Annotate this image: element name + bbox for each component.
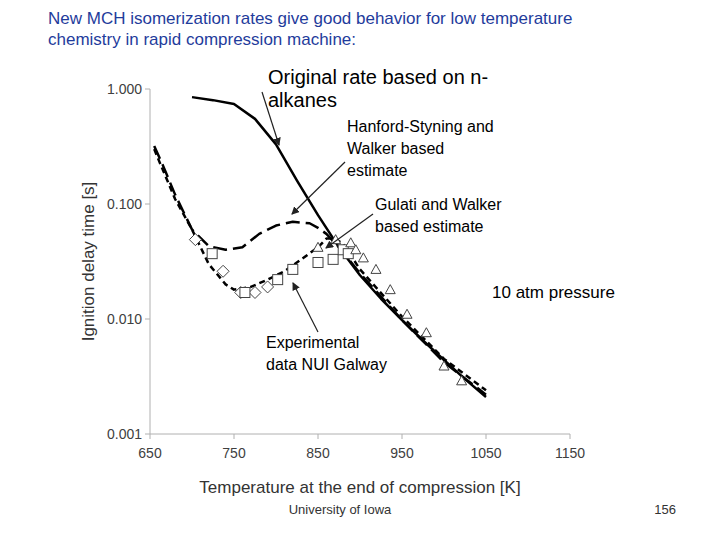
x-axis-title: Temperature at the end of compression [K… (199, 478, 520, 497)
y-tick-label: 0.100 (107, 196, 142, 212)
slide-title: New MCH isomerization rates give good be… (48, 9, 572, 49)
y-tick (145, 204, 150, 205)
x-tick (402, 434, 403, 439)
annotation-line: data NUI Galway (266, 356, 387, 373)
slide-title-line: chemistry in rapid compression machine: (48, 30, 356, 49)
series-line (154, 149, 486, 390)
series-line (154, 146, 486, 395)
page-number: 156 (654, 502, 676, 517)
x-tick-label: 1050 (470, 445, 501, 461)
data-point (385, 285, 395, 294)
y-axis-title: Ignition delay time [s] (79, 182, 98, 342)
footer: University of Iowa (289, 502, 392, 517)
data-point (240, 287, 250, 297)
callout-arrow (326, 214, 373, 248)
y-tick-label: 0.001 (107, 426, 142, 442)
x-tick-label: 750 (222, 445, 246, 461)
annotation-line: Experimental (266, 334, 359, 351)
x-tick (486, 434, 487, 439)
callout-arrow (293, 283, 318, 332)
x-tick-label: 950 (390, 445, 414, 461)
series-callout-line: Original rate based on n- (268, 66, 488, 88)
x-tick-label: 650 (138, 445, 162, 461)
x-tick (150, 434, 151, 439)
series-callout-line: based estimate (375, 218, 484, 235)
data-point (249, 286, 261, 298)
x-tick (318, 434, 319, 439)
x-axis-line (150, 434, 570, 435)
data-point (421, 328, 431, 337)
series-callout-line: Gulati and Walker (375, 196, 502, 213)
annotation-line: 10 atm pressure (492, 283, 615, 302)
data-point (371, 264, 381, 273)
series-callout-line: estimate (347, 162, 408, 179)
slide: New MCH isomerization rates give good be… (0, 0, 720, 540)
data-point (358, 253, 368, 262)
data-point (351, 245, 361, 254)
data-point (207, 249, 217, 259)
data-point (288, 264, 298, 274)
series-callout: Hanford-Styning and Walker based estimate (347, 118, 494, 179)
y-tick-label: 1.000 (107, 81, 142, 97)
data-point (402, 309, 412, 318)
series-callout: Original rate based on n-alkanes (268, 66, 488, 111)
callout-arrow (292, 162, 345, 214)
y-tick (145, 319, 150, 320)
data-point (346, 238, 356, 247)
series-callout: Gulati and Walker based estimate (375, 196, 502, 235)
annotation: Experimental data NUI Galway (266, 334, 387, 373)
slide-title-line: New MCH isomerization rates give good be… (48, 9, 572, 28)
annotations: Original rate based on n-alkanes Hanford-… (262, 66, 615, 373)
data-point (273, 275, 283, 285)
y-tick-label: 0.010 (107, 311, 142, 327)
x-tick (234, 434, 235, 439)
x-tick-label: 850 (306, 445, 330, 461)
axes: 650 750 850 950 1050 1150 0.001 0.010 0.100 1.000 (107, 81, 585, 461)
plot-area (154, 97, 486, 397)
series-callout-line: Hanford-Styning and (347, 118, 494, 135)
data-point (189, 234, 201, 246)
data-point (457, 376, 467, 385)
data-point (217, 265, 229, 277)
series-callout-line: alkanes (268, 89, 337, 111)
data-point (328, 254, 338, 264)
data-point (439, 361, 449, 370)
annotation: 10 atm pressure (492, 283, 615, 302)
data-point (313, 242, 323, 251)
x-tick (570, 434, 571, 439)
x-tick-label: 1150 (555, 445, 585, 461)
series-callout-line: Walker based (347, 140, 444, 157)
y-tick (145, 434, 150, 435)
y-axis-line (150, 89, 151, 434)
data-point (313, 257, 323, 267)
data-point (262, 281, 274, 293)
y-tick (145, 89, 150, 90)
callout-arrow (262, 92, 279, 145)
